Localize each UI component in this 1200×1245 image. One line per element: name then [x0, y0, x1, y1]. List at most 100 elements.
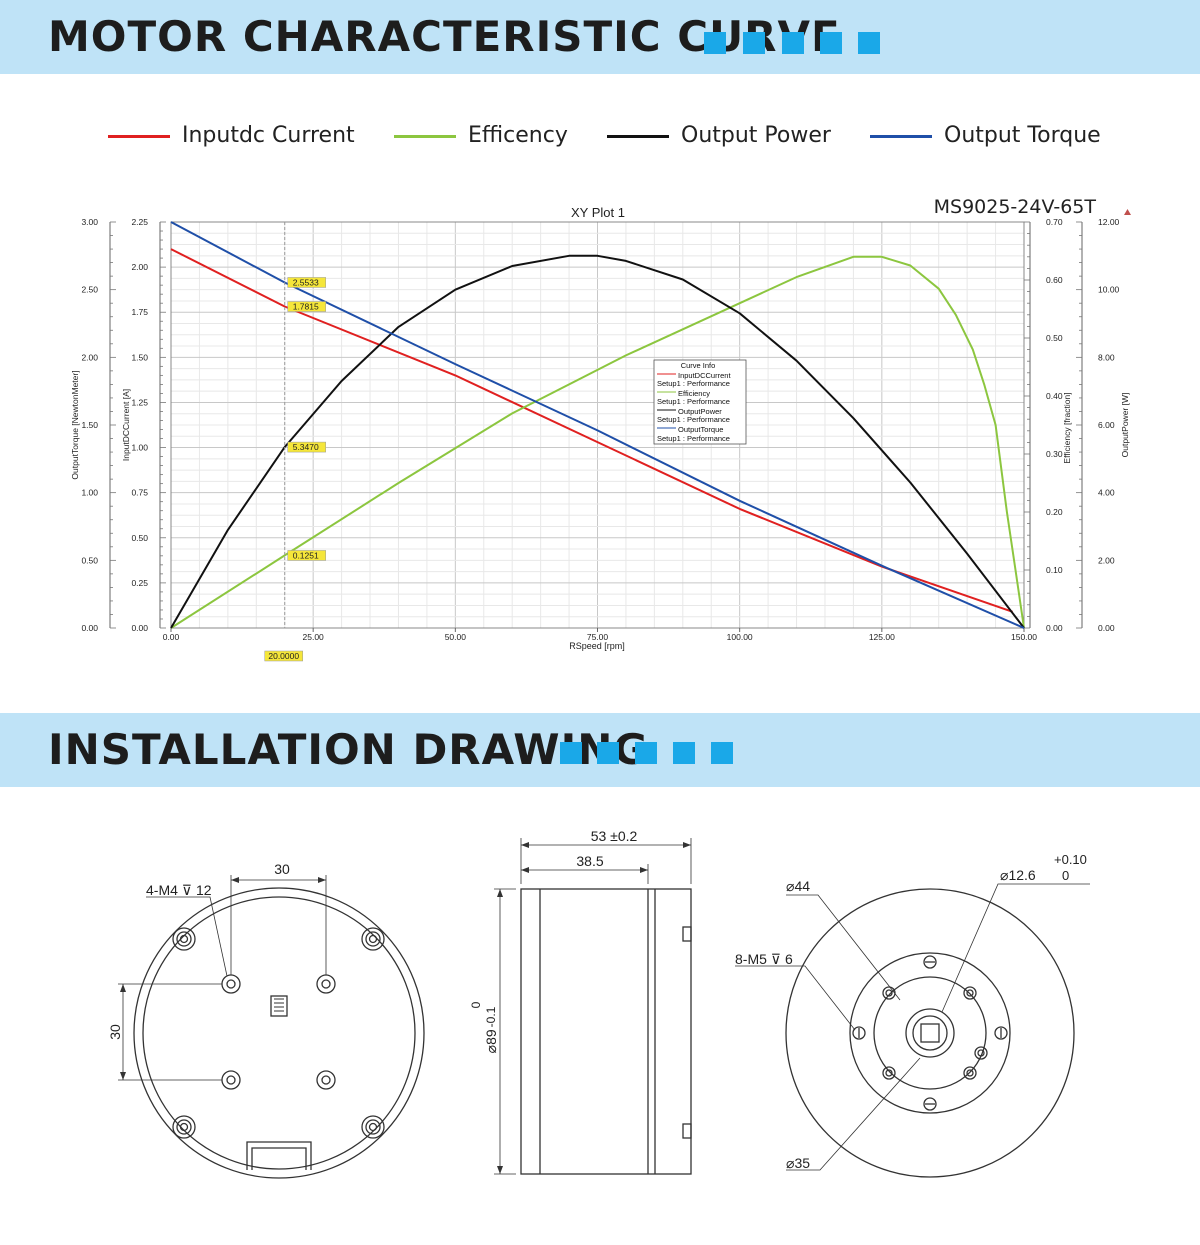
- curve-info-title: Curve Info: [681, 361, 716, 370]
- marker-value-box: [287, 277, 326, 288]
- legend-swatch: [607, 135, 669, 138]
- m4-hole: [316, 1070, 336, 1090]
- section-banner-drawing: INSTALLATION DRAWING: [0, 713, 1200, 787]
- chart-markers: 2.5533 1.7815 5.3470 0.1251 20.0000: [264, 222, 326, 662]
- marker-value-label: 1.7815: [293, 302, 319, 312]
- tick-label-efficiency: 0.40: [1046, 391, 1063, 401]
- legend-swatch: [870, 135, 932, 138]
- x-tick-label: 75.00: [587, 632, 609, 642]
- dim-tol-lower: 0: [1062, 868, 1069, 883]
- tick-label-efficiency: 0.10: [1046, 565, 1063, 575]
- curve-info-name: OutputPower: [678, 407, 722, 416]
- dim-30-top: 30: [274, 861, 290, 877]
- hole-note-m4: 4-M4 ⊽ 12: [146, 882, 212, 898]
- tick-label-power: 8.00: [1098, 352, 1115, 362]
- chart-model-label: MS9025-24V-65T: [934, 196, 1097, 218]
- m5-hole: [994, 1026, 1008, 1040]
- marker-value-box: [287, 550, 326, 561]
- curve-info-box: Curve Info InputDCCurrent Setup1 : Perfo…: [653, 359, 747, 445]
- chart-title: XY Plot 1: [571, 205, 625, 220]
- m4-hole: [221, 1070, 241, 1090]
- x-tick-label: 25.00: [303, 632, 325, 642]
- dim-dia-12-6: ⌀12.6: [1000, 867, 1036, 883]
- tick-label-current: 0.50: [131, 533, 148, 543]
- tick-label-power: 2.00: [1098, 555, 1115, 565]
- series-line-efficiency: [170, 255, 1025, 629]
- m5-hole: [882, 986, 896, 1000]
- marker-value-box: [287, 441, 326, 453]
- tick-label-current: 1.25: [131, 397, 148, 407]
- m5-hole: [974, 1046, 988, 1060]
- marker-value-box: [287, 301, 326, 312]
- installation-drawing: 30 30 4-M4 ⊽ 12 53 ±0.2 38.5 ⌀89-0.1 0 ⌀…: [107, 828, 1090, 1179]
- banner-square: [635, 742, 657, 764]
- marker-value-label: 5.3470: [293, 442, 319, 452]
- motor-front-view: [735, 883, 1090, 1178]
- m5-hole: [963, 986, 977, 1000]
- legend-label: Output Power: [681, 123, 831, 148]
- corner-screw: [361, 927, 385, 951]
- tick-label-current: 1.50: [131, 352, 148, 362]
- banner-square: [704, 32, 726, 54]
- tick-label-power: 4.00: [1098, 488, 1115, 498]
- tick-label-power: 12.00: [1098, 217, 1120, 227]
- efficiency-axis-label: Efficiency [fraction]: [1062, 392, 1072, 463]
- tick-label-torque: 0.00: [81, 623, 98, 633]
- tick-label-efficiency: 0.30: [1046, 449, 1063, 459]
- banner-square: [560, 742, 582, 764]
- tick-label-current: 0.75: [131, 488, 148, 498]
- xy-plot: 0.00 25.00 50.00 75.00 100.00 125.00 150.00 0.0…: [70, 196, 1131, 662]
- m5-hole: [963, 1066, 977, 1080]
- legend-label: Inputdc Current: [182, 123, 355, 148]
- dim-53: 53 ±0.2: [591, 828, 638, 844]
- banner-square: [858, 32, 880, 54]
- tick-label-efficiency: 0.70: [1046, 217, 1063, 227]
- curve-info-name: Efficiency: [678, 389, 710, 398]
- m5-hole: [923, 955, 937, 969]
- section-title-drawing: INSTALLATION DRAWING: [48, 725, 649, 774]
- x-axis-label: RSpeed [rpm]: [569, 641, 625, 651]
- tick-label-torque: 2.50: [81, 285, 98, 295]
- m4-hole: [316, 974, 336, 994]
- m4-hole: [221, 974, 241, 994]
- dim-30-left: 30: [107, 1024, 123, 1040]
- m5-hole: [852, 1026, 866, 1040]
- legend-label: Efficency: [468, 123, 568, 148]
- legend-label: Output Torque: [944, 123, 1101, 148]
- chart-axes: 0.00 25.00 50.00 75.00 100.00 125.00 150.00 0.0…: [81, 217, 1119, 642]
- tick-label-torque: 0.50: [81, 555, 98, 565]
- tick-label-torque: 1.50: [81, 420, 98, 430]
- current-axis-label: InputDCCurrent [A]: [121, 389, 131, 461]
- tick-label-power: 0.00: [1098, 623, 1115, 633]
- tick-label-torque: 3.00: [81, 217, 98, 227]
- tick-label-torque: 1.00: [81, 488, 98, 498]
- tick-label-power: 10.00: [1098, 285, 1120, 295]
- legend-swatch: [394, 135, 456, 138]
- m5-hole: [882, 1066, 896, 1080]
- banner-square: [597, 742, 619, 764]
- x-tick-label: 50.00: [445, 632, 467, 642]
- motor-back-view: [118, 875, 425, 1179]
- dim-dia-35: ⌀35: [786, 1155, 810, 1171]
- triangle-icon: [1124, 209, 1131, 215]
- dim-dia-89-tol: 0: [469, 1001, 483, 1008]
- tick-label-current: 2.00: [131, 262, 148, 272]
- m5-hole: [923, 1097, 937, 1111]
- power-axis-label: OutputPower [W]: [1120, 393, 1130, 458]
- legend-swatch: [108, 135, 170, 138]
- tick-label-current: 0.25: [131, 578, 148, 588]
- dim-38-5: 38.5: [576, 853, 603, 869]
- tick-label-efficiency: 0.00: [1046, 623, 1063, 633]
- cable-exit: [246, 1141, 312, 1170]
- connector-icon: [270, 995, 288, 1017]
- curve-info-name: OutputTorque: [678, 425, 723, 434]
- marker-x-label: 20.0000: [268, 651, 299, 661]
- x-tick-label: 0.00: [163, 632, 180, 642]
- chart-legend: Inputdc Current Efficency Output Power O…: [0, 120, 1200, 154]
- tick-label-torque: 2.00: [81, 352, 98, 362]
- x-tick-label: 150.00: [1011, 632, 1037, 642]
- curve-info-sub: Setup1 : Performance: [657, 397, 730, 406]
- marker-value-label: 2.5533: [293, 277, 319, 287]
- tick-label-efficiency: 0.20: [1046, 507, 1063, 517]
- curve-info-name: InputDCCurrent: [678, 371, 731, 380]
